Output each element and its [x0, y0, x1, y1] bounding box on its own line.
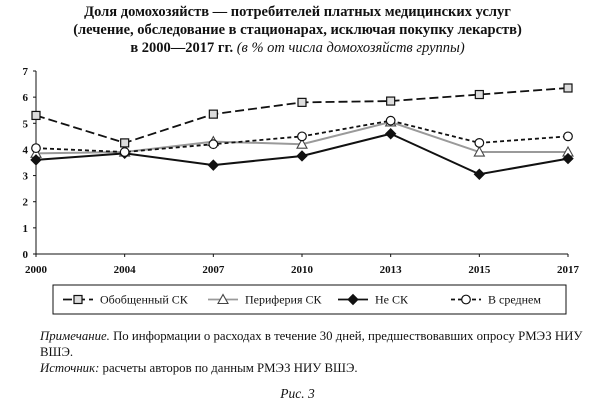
- title-line-1: Доля домохозяйств — потребителей платных…: [84, 4, 511, 20]
- series-1-point: [474, 89, 484, 100]
- legend-label-1: Обобщенный СК: [100, 293, 189, 307]
- source-paragraph: Источник: расчеты авторов по данным РМЭЗ…: [10, 360, 590, 376]
- series-2-point: [473, 145, 486, 157]
- x-tick-label: 2004: [114, 264, 137, 276]
- series-1-point: [386, 96, 396, 106]
- series-1-point: [208, 109, 218, 119]
- series-4-point: [31, 143, 41, 154]
- legend-marker-3: [347, 293, 359, 306]
- figure-caption: Рис. 3: [280, 386, 315, 401]
- legend-label-2: Периферия СК: [245, 293, 322, 307]
- y-tick-label: 2: [23, 197, 29, 209]
- series-4-point: [474, 137, 485, 148]
- series-1-point: [31, 110, 41, 121]
- note-label: Примечание.: [40, 329, 110, 343]
- series-4-point: [297, 131, 307, 142]
- title-line-2: (лечение, обследование в стационарах, ис…: [73, 22, 522, 38]
- series-1-point: [297, 97, 307, 107]
- series-3-point: [207, 159, 220, 171]
- x-tick-label: 2015: [468, 264, 491, 276]
- legend-label-4: В среднем: [488, 293, 541, 307]
- x-tick-label: 2013: [380, 264, 403, 276]
- legend-marker-1: [73, 294, 83, 305]
- x-tick-label: 2000: [25, 264, 48, 276]
- note-text: По информации о расходах в течение 30 дн…: [40, 329, 583, 359]
- y-tick-label: 0: [23, 249, 29, 261]
- series-4-point: [563, 131, 573, 142]
- series-3-point: [384, 128, 397, 140]
- series-3-point: [30, 154, 42, 166]
- series-3-point: [562, 152, 574, 165]
- y-tick-label: 3: [23, 171, 29, 183]
- line-chart: 0 1 2 3 4 5 6 7 2000 2004 2007 2010 2013 2015 2017 Обоб…: [23, 66, 580, 315]
- y-tick-label: 4: [23, 144, 29, 156]
- x-tick-label: 2017: [557, 264, 580, 276]
- y-tick-label: 6: [23, 92, 29, 104]
- y-tick-label: 7: [23, 66, 29, 78]
- series-4-point: [119, 147, 130, 157]
- series-4-point: [208, 139, 219, 150]
- series-4-point: [385, 115, 396, 126]
- title-years: в 2000—2017 гг.: [130, 40, 234, 56]
- x-tick-label: 2010: [291, 264, 314, 276]
- source-text: расчеты авторов по данным РМЭЗ НИУ ВШЭ.: [102, 361, 358, 375]
- legend-marker-2: [217, 293, 229, 305]
- series-1-point: [120, 138, 130, 148]
- series-2-point: [296, 138, 308, 149]
- legend-label-3: Не СК: [375, 293, 409, 307]
- notes: Примечание. По информации о расходах в т…: [10, 328, 590, 376]
- note-paragraph: Примечание. По информации о расходах в т…: [10, 328, 590, 360]
- source-label: Источник:: [40, 361, 100, 375]
- title-unit: (в % от числа домохозяйств группы): [236, 40, 465, 56]
- series-3-point: [473, 168, 486, 180]
- chart-title: Доля домохозяйств — потребителей платных…: [0, 3, 595, 57]
- y-tick-label: 1: [23, 223, 29, 235]
- y-tick-label: 5: [23, 118, 29, 130]
- x-tick-label: 2007: [202, 264, 225, 276]
- series-1-point: [563, 83, 573, 93]
- title-line-3: в 2000—2017 гг. (в % от числа домохозяйс…: [0, 39, 595, 57]
- series-3-point: [296, 150, 308, 162]
- legend-marker-4: [461, 294, 471, 305]
